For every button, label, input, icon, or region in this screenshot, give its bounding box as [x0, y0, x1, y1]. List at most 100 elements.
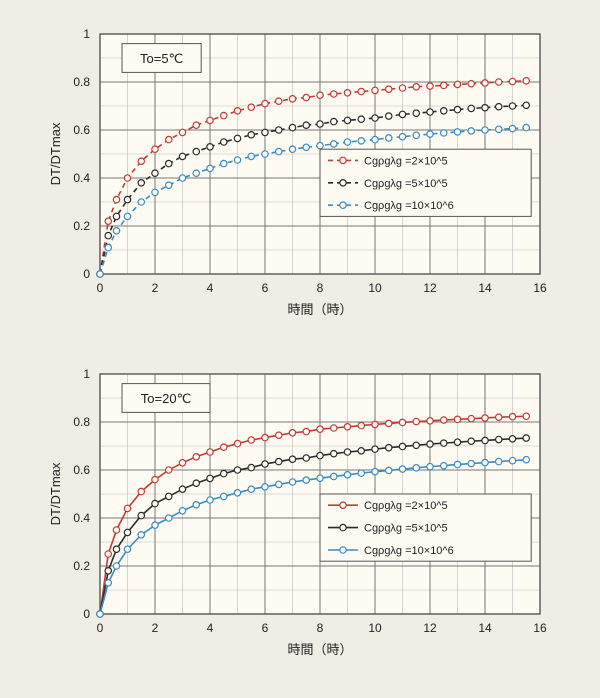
svg-text:0.2: 0.2 — [73, 559, 90, 573]
series-marker — [454, 106, 460, 112]
series-marker — [105, 232, 111, 238]
series-marker — [344, 117, 350, 123]
series-marker — [193, 454, 199, 460]
series-marker — [441, 462, 447, 468]
series-marker — [331, 91, 337, 97]
series-marker — [372, 87, 378, 93]
series-marker — [441, 82, 447, 88]
series-marker — [331, 118, 337, 124]
series-marker — [97, 611, 103, 617]
series-marker — [454, 416, 460, 422]
series-marker — [166, 160, 172, 166]
series-marker — [166, 182, 172, 188]
svg-text:4: 4 — [207, 281, 214, 295]
series-marker — [113, 527, 119, 533]
series-marker — [413, 110, 419, 116]
series-marker — [276, 148, 282, 154]
series-marker — [317, 121, 323, 127]
svg-text:0: 0 — [83, 267, 90, 281]
svg-text:14: 14 — [478, 621, 492, 635]
series-marker — [262, 484, 268, 490]
series-marker — [413, 465, 419, 471]
series-marker — [386, 86, 392, 92]
series-marker — [113, 228, 119, 234]
svg-text:2: 2 — [152, 281, 159, 295]
series-marker — [124, 505, 130, 511]
series-marker — [441, 108, 447, 114]
series-marker — [262, 151, 268, 157]
series-marker — [303, 144, 309, 150]
series-marker — [509, 457, 515, 463]
series-marker — [179, 129, 185, 135]
x-axis-label: 時間（時） — [287, 302, 352, 317]
series-marker — [372, 115, 378, 121]
series-marker — [276, 127, 282, 133]
series-marker — [138, 158, 144, 164]
chart-bottom-wrap: 024681012141600.20.40.60.81時間（時）DT/DTmax… — [40, 360, 560, 680]
series-marker — [179, 486, 185, 492]
series-marker — [482, 415, 488, 421]
series-marker — [105, 568, 111, 574]
series-marker — [113, 213, 119, 219]
svg-text:4: 4 — [207, 621, 214, 635]
svg-text:0.2: 0.2 — [73, 219, 90, 233]
series-marker — [344, 424, 350, 430]
svg-text:0: 0 — [83, 607, 90, 621]
series-marker — [454, 129, 460, 135]
series-marker — [523, 102, 529, 108]
series-marker — [97, 271, 103, 277]
series-marker — [248, 153, 254, 159]
series-marker — [152, 189, 158, 195]
series-marker — [207, 449, 213, 455]
series-marker — [105, 551, 111, 557]
series-marker — [289, 124, 295, 130]
series-marker — [496, 436, 502, 442]
series-marker — [372, 136, 378, 142]
series-marker — [399, 466, 405, 472]
svg-text:0: 0 — [97, 281, 104, 295]
series-marker — [496, 126, 502, 132]
series-marker — [496, 79, 502, 85]
series-marker — [317, 142, 323, 148]
series-marker — [113, 546, 119, 552]
series-marker — [496, 458, 502, 464]
series-marker — [152, 146, 158, 152]
series-marker — [221, 160, 227, 166]
series-marker — [193, 148, 199, 154]
series-marker — [496, 104, 502, 110]
series-marker — [113, 196, 119, 202]
series-marker — [482, 437, 488, 443]
series-marker — [399, 134, 405, 140]
series-marker — [386, 420, 392, 426]
series-marker — [468, 438, 474, 444]
series-marker — [207, 144, 213, 150]
series-marker — [317, 92, 323, 98]
series-marker — [399, 419, 405, 425]
series-marker — [386, 113, 392, 119]
series-marker — [262, 461, 268, 467]
series-marker — [413, 418, 419, 424]
svg-text:12: 12 — [423, 621, 437, 635]
series-marker — [523, 78, 529, 84]
series-marker — [317, 426, 323, 432]
series-marker — [248, 104, 254, 110]
series-marker — [105, 244, 111, 250]
series-marker — [427, 83, 433, 89]
series-marker — [482, 104, 488, 110]
series-marker — [289, 430, 295, 436]
series-marker — [358, 138, 364, 144]
series-marker — [372, 421, 378, 427]
series-marker — [482, 127, 488, 133]
series-marker — [413, 132, 419, 138]
series-marker — [303, 477, 309, 483]
series-marker — [138, 488, 144, 494]
svg-text:16: 16 — [533, 281, 547, 295]
series-marker — [441, 130, 447, 136]
series-marker — [468, 105, 474, 111]
series-marker — [509, 436, 515, 442]
annotation-text: To=5℃ — [140, 51, 183, 66]
series-marker — [427, 131, 433, 137]
series-marker — [124, 546, 130, 552]
series-marker — [234, 467, 240, 473]
series-marker — [523, 413, 529, 419]
